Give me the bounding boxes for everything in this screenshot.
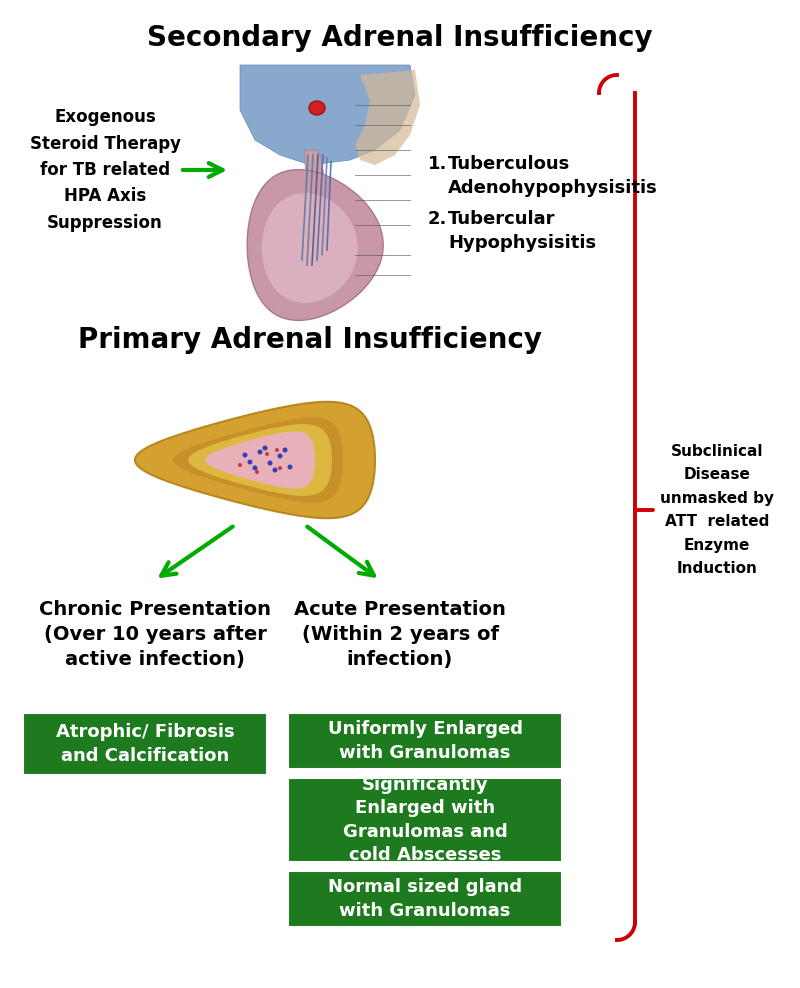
Text: Primary Adrenal Insufficiency: Primary Adrenal Insufficiency [78, 326, 542, 354]
Text: Tuberculous
Adenohypophysisitis: Tuberculous Adenohypophysisitis [448, 155, 658, 197]
Polygon shape [355, 70, 420, 165]
Text: Normal sized gland
with Granulomas: Normal sized gland with Granulomas [328, 878, 522, 920]
Ellipse shape [278, 466, 282, 470]
FancyBboxPatch shape [288, 778, 562, 862]
FancyBboxPatch shape [288, 713, 562, 769]
Polygon shape [188, 424, 332, 496]
Text: Chronic Presentation
(Over 10 years after
active infection): Chronic Presentation (Over 10 years afte… [39, 600, 271, 669]
Ellipse shape [242, 453, 247, 457]
Ellipse shape [275, 448, 279, 452]
Polygon shape [205, 432, 315, 489]
Polygon shape [262, 193, 358, 303]
Polygon shape [135, 402, 375, 518]
Polygon shape [247, 170, 383, 320]
Text: Acute Presentation
(Within 2 years of
infection): Acute Presentation (Within 2 years of in… [294, 600, 506, 669]
Text: Atrophic/ Fibrosis
and Calcification: Atrophic/ Fibrosis and Calcification [56, 723, 234, 765]
Ellipse shape [278, 453, 282, 458]
Text: Secondary Adrenal Insufficiency: Secondary Adrenal Insufficiency [147, 24, 653, 52]
Ellipse shape [309, 101, 325, 115]
Polygon shape [305, 150, 325, 205]
Text: Significantly
Enlarged with
Granulomas and
cold Abscesses: Significantly Enlarged with Granulomas a… [342, 776, 507, 864]
Ellipse shape [265, 452, 269, 456]
Ellipse shape [287, 464, 293, 469]
Ellipse shape [247, 459, 253, 464]
Text: 2.: 2. [428, 210, 447, 228]
Ellipse shape [282, 448, 287, 453]
Text: Exogenous
Steroid Therapy
for TB related
HPA Axis
Suppression: Exogenous Steroid Therapy for TB related… [30, 109, 181, 232]
Ellipse shape [253, 465, 258, 470]
Ellipse shape [258, 450, 262, 454]
Text: 1.: 1. [428, 155, 447, 173]
FancyBboxPatch shape [23, 713, 267, 775]
Ellipse shape [255, 470, 259, 474]
Text: Tubercular
Hypophysisitis: Tubercular Hypophysisitis [448, 210, 596, 252]
Text: Uniformly Enlarged
with Granulomas: Uniformly Enlarged with Granulomas [327, 720, 522, 762]
Ellipse shape [262, 446, 267, 451]
Text: Subclinical
Disease
unmasked by
ATT  related
Enzyme
Induction: Subclinical Disease unmasked by ATT rela… [660, 444, 774, 576]
Ellipse shape [267, 460, 273, 465]
Polygon shape [173, 417, 343, 503]
FancyBboxPatch shape [288, 871, 562, 927]
Polygon shape [240, 65, 415, 165]
Ellipse shape [238, 463, 242, 467]
Ellipse shape [273, 467, 278, 472]
